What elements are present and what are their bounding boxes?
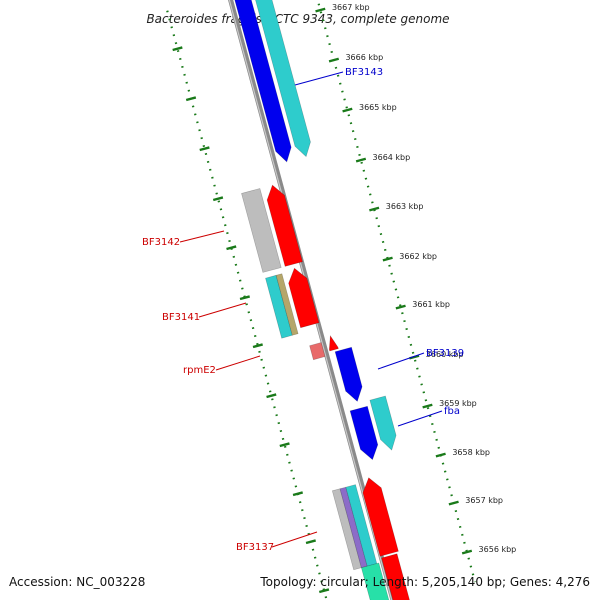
gene-arrow: [266, 184, 303, 267]
accession-text: Accession: NC_003228: [9, 575, 146, 589]
gene-leader-line: [198, 302, 247, 318]
gene-leader-line: [377, 352, 425, 370]
gene-arrow: [381, 553, 410, 600]
gene-arrow: [349, 405, 379, 461]
ruler-tick: [172, 46, 183, 52]
gene-label[interactable]: BF3139: [426, 348, 464, 359]
gene-arrow: [275, 273, 299, 336]
ruler-tick: [328, 57, 340, 63]
gene-arrow: [309, 342, 326, 361]
gene-arrow: [288, 267, 320, 329]
gene-arrow: [362, 477, 399, 557]
ruler-label: 3660 kbp: [426, 350, 464, 359]
ruler-tick: [315, 7, 326, 13]
ruler-label: 3657 kbp: [465, 496, 503, 505]
ruler-tick: [448, 500, 459, 506]
ruler-tick: [369, 206, 380, 212]
ruler-tick: [266, 393, 277, 399]
gene-arrow: [255, 0, 311, 158]
gene-label[interactable]: BF3141: [162, 312, 200, 323]
ruler-tick: [292, 491, 304, 497]
ruler-tick: [355, 157, 367, 163]
ruler-tick: [318, 588, 330, 594]
ruler-tick: [342, 107, 353, 113]
gene-leader-line: [397, 410, 443, 427]
ruler-label: 3667 kbp: [332, 3, 370, 12]
gene-arrow: [241, 188, 282, 273]
map-title: Bacteroides fragilis NCTC 9343, complete…: [146, 12, 449, 26]
gene-leader-line: [271, 531, 318, 548]
ruler-label: 3659 kbp: [439, 399, 477, 408]
ruler-label: 3664 kbp: [373, 153, 411, 162]
gene-arrow: [334, 346, 363, 402]
ruler-tick: [252, 343, 263, 349]
gene-arrow: [328, 334, 339, 352]
ruler-label: 3656 kbp: [479, 545, 517, 554]
gene-label[interactable]: fba: [444, 406, 460, 417]
ruler-tick: [199, 146, 210, 152]
ruler-tick: [279, 442, 290, 448]
gene-leader-line: [294, 71, 344, 86]
ruler-tick: [212, 196, 224, 202]
gene-arrow: [369, 395, 397, 451]
gene-labels: BF3143 BF3142 BF3141 rpmE2 BF3139 fba BF…: [142, 67, 464, 553]
ruler-label: 3666 kbp: [345, 53, 383, 62]
ruler-tick: [461, 549, 473, 555]
gene-leader-line: [179, 230, 225, 243]
ruler-tick: [185, 96, 197, 102]
ruler-label: 3661 kbp: [412, 300, 450, 309]
gene-arrow: [234, 0, 292, 163]
ruler-label: 3663 kbp: [386, 202, 424, 211]
gene-features: [234, 0, 410, 600]
gene-leader-line: [215, 355, 261, 371]
ruler-tick: [305, 539, 316, 545]
ruler-tick: [239, 295, 250, 301]
gene-label[interactable]: BF3143: [345, 67, 383, 78]
topology-text: Topology: circular; Length: 5,205,140 bp…: [260, 575, 590, 589]
ruler-tick: [422, 403, 433, 409]
gene-label[interactable]: BF3137: [236, 542, 274, 553]
gene-label[interactable]: rpmE2: [183, 365, 216, 376]
gene-label[interactable]: BF3142: [142, 237, 180, 248]
ruler-label: 3662 kbp: [399, 252, 437, 261]
ruler-ticks: 3667 kbp 3666 kbp 3665 kbp 3664 kbp 3663 kbp…: [172, 3, 517, 594]
ruler-tick: [435, 452, 446, 458]
ruler-tick: [395, 304, 406, 310]
ruler-tick: [382, 256, 393, 262]
ruler-tick: [226, 245, 237, 251]
ruler-label: 3665 kbp: [359, 103, 397, 112]
ruler-label: 3658 kbp: [452, 448, 490, 457]
